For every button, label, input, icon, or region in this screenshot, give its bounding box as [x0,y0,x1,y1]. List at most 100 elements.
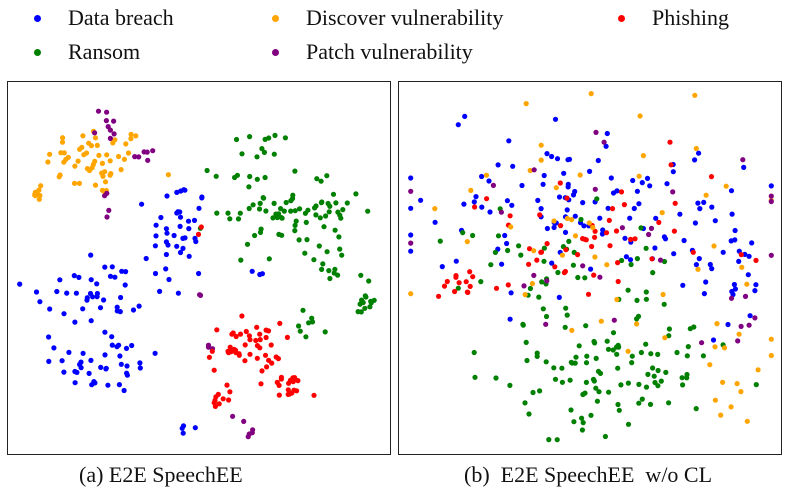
point-data-breach [37,299,43,305]
point-ransom [551,365,557,371]
point-data-breach [116,342,122,348]
point-phishing [246,333,252,339]
point-phishing [609,206,616,212]
point-patch-vulnerability [230,413,236,419]
point-discover-vulnerability [83,150,90,156]
point-phishing [259,368,265,374]
point-patch-vulnerability [132,154,138,160]
point-data-breach [102,329,108,335]
point-ransom [331,270,337,276]
legend-item-data-breach: Data breach [34,5,174,30]
point-ransom [554,437,560,443]
point-data-breach [604,130,610,137]
point-discover-vulnerability [60,135,66,141]
point-phishing [284,334,290,340]
point-data-breach [137,360,143,366]
point-phishing [563,247,569,253]
point-discover-vulnerability [569,327,575,333]
point-data-breach [695,200,701,206]
point-ransom [262,136,268,142]
point-ransom [247,173,253,180]
point-phishing [254,324,260,330]
point-ransom [610,330,617,336]
point-discover-vulnerability [99,170,105,176]
point-data-breach [471,199,477,205]
point-ransom [604,338,610,344]
point-phishing [592,234,598,240]
point-ransom [541,258,547,264]
point-data-breach [163,226,169,232]
point-data-breach [177,223,183,229]
point-ransom [292,208,298,214]
point-ransom [326,209,332,215]
point-ransom [685,344,691,350]
point-discover-vulnerability [592,254,598,260]
point-ransom [618,382,624,388]
point-data-breach [692,157,698,163]
point-data-breach [191,217,198,223]
point-ransom [326,268,332,274]
point-ransom [588,412,594,418]
point-data-breach [556,194,563,200]
point-ransom [634,297,640,303]
point-data-breach [455,122,461,128]
point-phishing [589,243,595,250]
point-phishing [285,391,291,397]
point-discover-vulnerability [660,291,666,298]
point-ransom [324,249,330,255]
point-phishing [472,204,478,210]
point-phishing [233,347,239,353]
point-discover-vulnerability [531,248,537,254]
point-discover-vulnerability [744,281,750,287]
legend-label-data-breach: Data breach [68,5,174,30]
point-data-breach [504,240,510,247]
point-ransom [300,307,306,313]
point-ransom [638,225,644,231]
point-data-breach [259,271,265,277]
point-data-breach [622,235,628,241]
point-data-breach [565,184,571,190]
point-discover-vulnerability [118,167,124,173]
point-discover-vulnerability [432,206,438,212]
point-data-breach [551,224,557,231]
point-discover-vulnerability [61,150,67,156]
point-data-breach [670,169,676,175]
point-patch-vulnerability [580,263,586,269]
point-data-breach [746,253,752,259]
point-data-breach [193,238,199,245]
point-ransom [213,173,219,179]
scatter-plot-b-canvas [408,91,774,443]
point-data-breach [118,294,124,301]
point-ransom [619,257,625,264]
point-discover-vulnerability [598,318,604,324]
point-discover-vulnerability [590,224,596,231]
point-ransom [661,301,667,307]
point-discover-vulnerability [133,133,139,139]
point-ransom [272,132,278,138]
point-ransom [520,322,526,328]
point-ransom [590,376,597,382]
point-ransom [536,294,542,300]
point-phishing [285,387,291,393]
point-phishing [254,343,260,349]
point-discover-vulnerability [92,135,99,141]
point-data-breach [152,270,159,277]
scatter-plot-a-canvas [17,108,377,440]
point-discover-vulnerability [728,404,734,410]
point-ransom [583,379,589,385]
point-data-breach [707,261,713,268]
point-phishing [667,139,673,145]
point-data-breach [508,290,514,296]
point-data-breach [556,294,562,300]
point-discover-vulnerability [128,136,134,142]
point-data-breach [728,188,735,194]
point-data-breach [46,334,52,340]
point-ransom [602,433,608,440]
point-data-breach [745,272,751,278]
point-discover-vulnerability [744,418,750,424]
point-ransom [666,333,672,339]
point-patch-vulnerability [104,214,110,220]
point-discover-vulnerability [559,252,565,258]
point-data-breach [729,211,735,217]
point-data-breach [72,380,78,386]
